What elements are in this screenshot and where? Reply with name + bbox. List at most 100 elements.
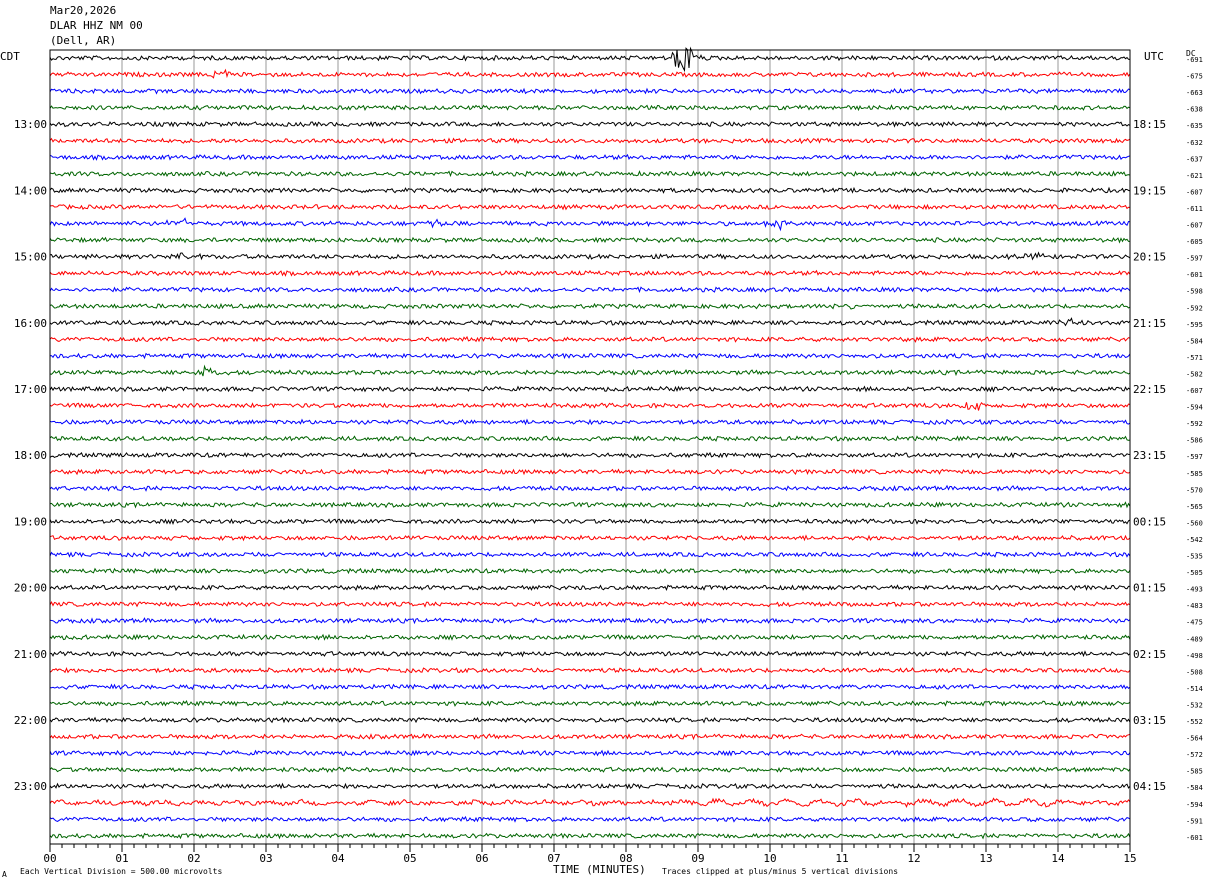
dc-offset-label: -594 xyxy=(1186,404,1203,412)
left-hour-label: 23:00 xyxy=(14,780,47,793)
trace-5 xyxy=(49,137,1131,145)
trace-40 xyxy=(49,716,1131,724)
dc-offset-label: -535 xyxy=(1186,553,1203,561)
x-tick-label: 09 xyxy=(691,852,704,865)
dc-offset-label: -601 xyxy=(1186,834,1203,842)
plot-frame xyxy=(49,49,1131,845)
minute-gridlines xyxy=(121,50,1059,844)
dc-offset-label: -601 xyxy=(1186,271,1203,279)
left-hour-label: 20:00 xyxy=(14,582,47,595)
dc-offset-label: -564 xyxy=(1186,735,1203,743)
trace-42 xyxy=(49,749,1131,757)
dc-offset-label: -514 xyxy=(1186,685,1203,693)
trace-22 xyxy=(49,418,1131,426)
trace-6 xyxy=(49,153,1131,161)
x-tick-label: 12 xyxy=(907,852,920,865)
trace-13 xyxy=(49,269,1131,277)
trace-30 xyxy=(49,551,1131,558)
left-hour-label: 18:00 xyxy=(14,449,47,462)
x-tick-label: 04 xyxy=(331,852,345,865)
seismic-traces xyxy=(49,46,1131,840)
dc-offset-label: -565 xyxy=(1186,503,1203,511)
trace-35 xyxy=(49,633,1131,641)
dc-offset-label: -591 xyxy=(1186,817,1203,825)
trace-25 xyxy=(49,468,1131,476)
right-timezone-label: UTC xyxy=(1144,50,1164,63)
record-date: Mar20,2026 xyxy=(50,4,117,17)
axis-labels: -691 -675 -663 -638 -635 -632 -637 -621 -607 -611… xyxy=(14,56,1203,865)
x-tick-label: 05 xyxy=(403,852,416,865)
trace-41 xyxy=(49,733,1131,741)
x-tick-label: 11 xyxy=(835,852,848,865)
right-hour-label: 22:15 xyxy=(1133,383,1166,396)
trace-47 xyxy=(49,832,1131,840)
trace-12 xyxy=(49,251,1131,261)
trace-7 xyxy=(49,170,1131,178)
left-hour-label: 15:00 xyxy=(14,251,47,264)
dc-offset-label: -598 xyxy=(1186,288,1203,296)
trace-29 xyxy=(49,534,1131,542)
dc-offset-label: -542 xyxy=(1186,536,1203,544)
left-hour-label: 19:00 xyxy=(14,515,47,528)
left-hour-label: 21:00 xyxy=(14,648,47,661)
trace-15 xyxy=(49,302,1131,310)
dc-offset-label: -637 xyxy=(1186,155,1203,163)
trace-46 xyxy=(49,815,1131,823)
trace-11 xyxy=(49,236,1130,244)
dc-offset-label: -582 xyxy=(1186,370,1203,378)
trace-32 xyxy=(49,584,1131,592)
trace-36 xyxy=(49,650,1131,658)
trace-18 xyxy=(49,352,1131,360)
dc-offset-label: -498 xyxy=(1186,652,1203,660)
trace-9 xyxy=(49,203,1131,211)
dc-offset-label: -532 xyxy=(1186,701,1203,709)
trace-44 xyxy=(49,782,1131,790)
x-tick-label: 07 xyxy=(547,852,560,865)
trace-19 xyxy=(49,364,1131,377)
left-hour-label: 16:00 xyxy=(14,317,47,330)
trace-2 xyxy=(49,87,1131,95)
x-tick-label: 02 xyxy=(187,852,200,865)
dc-column-label: DC xyxy=(1186,49,1196,58)
x-tick-label: 03 xyxy=(259,852,272,865)
trace-39 xyxy=(49,700,1131,707)
trace-43 xyxy=(49,766,1131,774)
trace-21 xyxy=(49,401,1131,411)
left-hour-label: 14:00 xyxy=(14,184,47,197)
dc-offset-label: -638 xyxy=(1186,106,1203,114)
dc-offset-label: -592 xyxy=(1186,420,1203,428)
dc-offset-label: -508 xyxy=(1186,668,1203,676)
dc-offset-label: -605 xyxy=(1186,238,1203,246)
trace-14 xyxy=(49,286,1131,294)
corner-mark: A xyxy=(2,870,7,879)
x-tick-label: 00 xyxy=(43,852,56,865)
trace-45 xyxy=(49,797,1131,808)
dc-offset-label: -505 xyxy=(1186,569,1203,577)
x-tick-label: 10 xyxy=(763,852,776,865)
right-hour-label: 18:15 xyxy=(1133,118,1166,131)
dc-offset-label: -584 xyxy=(1186,784,1203,792)
trace-0 xyxy=(49,46,1131,73)
dc-offset-label: -475 xyxy=(1186,619,1203,627)
dc-offset-label: -607 xyxy=(1186,222,1203,230)
trace-4 xyxy=(49,120,1131,128)
trace-10 xyxy=(49,217,1131,232)
dc-offset-label: -570 xyxy=(1186,486,1203,494)
left-timezone-label: CDT xyxy=(0,50,20,63)
dc-offset-label: -584 xyxy=(1186,337,1203,345)
trace-16 xyxy=(49,317,1131,327)
left-hour-label: 13:00 xyxy=(14,118,47,131)
trace-3 xyxy=(49,104,1131,112)
dc-offset-label: -571 xyxy=(1186,354,1203,362)
dc-offset-label: -595 xyxy=(1186,321,1203,329)
dc-offset-label: -611 xyxy=(1186,205,1203,213)
station-location: (Dell, AR) xyxy=(50,34,117,47)
dc-offset-label: -621 xyxy=(1186,172,1203,180)
dc-offset-label: -552 xyxy=(1186,718,1203,726)
right-hour-label: 21:15 xyxy=(1133,317,1166,330)
dc-offset-label: -586 xyxy=(1186,437,1203,445)
x-tick-label: 14 xyxy=(1051,852,1065,865)
right-hour-label: 04:15 xyxy=(1133,780,1166,793)
trace-38 xyxy=(49,683,1131,691)
